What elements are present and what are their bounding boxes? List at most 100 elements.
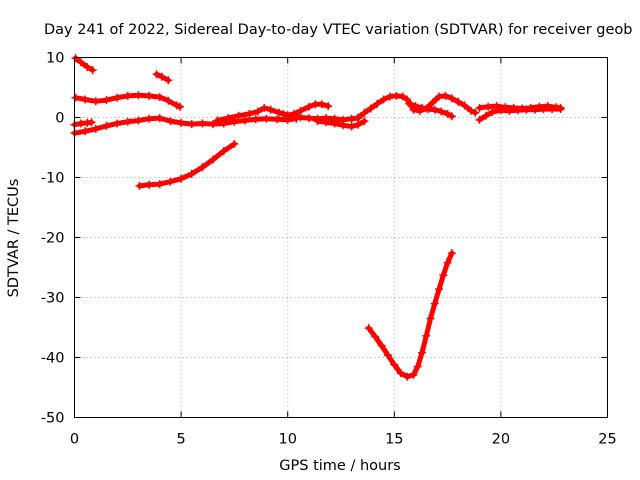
data-point-marker	[91, 124, 100, 133]
data-point-marker	[305, 102, 314, 111]
data-point-marker	[441, 91, 450, 100]
data-point-marker	[241, 116, 250, 125]
tick-labels: 0 5 10 15 20 25 -50 -40 -30 -20 -10 0 10	[41, 51, 617, 448]
data-point-marker	[157, 72, 166, 81]
data-point-marker	[443, 109, 452, 118]
series-arc-12	[366, 250, 455, 380]
data-point-marker	[467, 106, 476, 115]
data-point-marker	[253, 107, 262, 116]
y-tick-label: -40	[41, 351, 65, 367]
data-point-marker	[543, 102, 552, 111]
data-point-marker	[360, 108, 369, 117]
data-point-marker	[76, 58, 85, 67]
data-point-marker	[383, 351, 392, 360]
data-point-marker	[403, 95, 412, 104]
data-point-marker	[439, 271, 448, 280]
data-point-marker	[145, 180, 154, 189]
data-point-marker	[430, 105, 439, 114]
data-point-marker	[443, 258, 452, 267]
data-point-marker	[379, 95, 388, 104]
data-point-marker	[403, 372, 412, 381]
data-point-marker	[501, 103, 510, 112]
data-point-marker	[447, 94, 456, 103]
data-point-marker	[87, 118, 96, 127]
data-point-marker	[330, 119, 339, 128]
data-point-marker	[88, 66, 97, 75]
data-point-marker	[234, 111, 243, 120]
data-point-marker	[287, 112, 296, 121]
data-point-marker	[91, 97, 100, 106]
data-point-marker	[273, 115, 282, 124]
data-point-marker	[475, 115, 484, 124]
data-point-marker	[492, 102, 501, 111]
data-point-marker	[152, 70, 161, 79]
data-point-marker	[187, 120, 196, 129]
data-point-marker	[437, 107, 446, 116]
data-point-marker	[198, 119, 207, 128]
data-point-marker	[447, 249, 456, 258]
data-point-marker	[187, 169, 196, 178]
data-point-marker	[371, 332, 380, 341]
data-point-marker	[324, 102, 333, 111]
data-point-marker	[481, 111, 490, 120]
x-tick-label: 25	[598, 432, 616, 448]
data-point-marker	[260, 103, 269, 112]
data-point-marker	[251, 115, 260, 124]
data-point-marker	[176, 102, 185, 111]
data-point-marker	[123, 91, 132, 100]
x-tick-label: 5	[176, 432, 185, 448]
data-point-marker	[535, 102, 544, 111]
y-tick-label: -30	[41, 291, 65, 307]
data-point-marker	[155, 180, 164, 189]
data-point-marker	[460, 101, 469, 110]
plot-frame	[74, 57, 608, 418]
y-tick-label: 10	[46, 51, 64, 67]
data-point-marker	[373, 99, 382, 108]
data-point-marker	[418, 103, 427, 112]
x-tick-label: 15	[385, 432, 403, 448]
data-point-marker	[145, 114, 154, 123]
data-point-marker	[411, 102, 420, 111]
data-point-marker	[426, 314, 435, 323]
data-point-marker	[213, 116, 222, 125]
data-point-marker	[71, 93, 80, 102]
data-point-marker	[113, 93, 122, 102]
data-point-marker	[164, 76, 173, 85]
data-point-marker	[509, 103, 518, 112]
data-point-marker	[230, 139, 239, 148]
data-point-marker	[475, 103, 484, 112]
data-point-marker	[177, 118, 186, 127]
data-point-marker	[305, 114, 314, 123]
data-point-marker	[262, 114, 271, 123]
data-point-marker	[518, 104, 527, 113]
data-point-marker	[102, 121, 111, 130]
data-point-marker	[224, 114, 233, 123]
data-point-marker	[377, 341, 386, 350]
data-point-marker	[398, 92, 407, 101]
data-point-marker	[198, 163, 207, 172]
data-point-marker	[71, 54, 80, 63]
data-point-marker	[409, 370, 418, 379]
data-point-marker	[422, 331, 431, 340]
data-point-marker	[313, 117, 322, 126]
data-point-marker	[488, 108, 497, 117]
y-tick-label: 0	[55, 111, 64, 127]
data-point-marker	[390, 360, 399, 369]
data-point-marker	[81, 95, 90, 104]
data-point-marker	[296, 113, 305, 122]
data-point-marker	[83, 63, 92, 72]
data-point-marker	[447, 112, 456, 121]
y-tick-label: -50	[41, 411, 65, 427]
data-point-marker	[155, 93, 164, 102]
data-point-marker	[113, 119, 122, 128]
data-point-marker	[430, 299, 439, 308]
data-point-marker	[164, 96, 173, 105]
data-point-marker	[405, 99, 414, 108]
data-point-marker	[418, 348, 427, 357]
data-point-marker	[279, 109, 288, 118]
y-tick-label: -20	[41, 231, 65, 247]
series-arc-8	[280, 111, 361, 123]
data-point-marker	[556, 103, 565, 112]
x-tick-label: 20	[492, 432, 510, 448]
data-point-marker	[435, 285, 444, 294]
